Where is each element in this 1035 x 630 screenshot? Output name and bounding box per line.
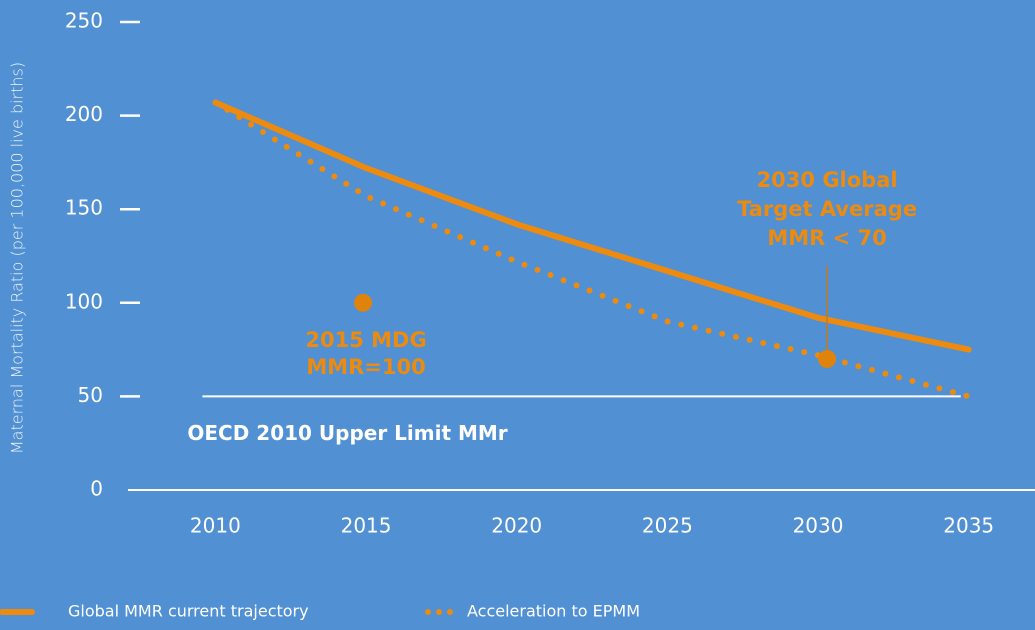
y-tick-label: 100 <box>65 289 103 313</box>
x-tick-label: 2035 <box>943 514 994 538</box>
y-tick-label: 0 <box>90 477 103 501</box>
legend-label: Acceleration to EPMM <box>467 602 640 621</box>
annotation-text: MMR < 70 <box>767 226 886 250</box>
annotation-point <box>818 349 837 368</box>
annotation-point <box>354 293 373 312</box>
y-tick-label: 150 <box>65 196 103 220</box>
annotation-text: 2030 Global <box>757 168 898 192</box>
y-tick-label: 250 <box>65 9 103 33</box>
x-tick-label: 2020 <box>491 514 542 538</box>
series-line <box>212 99 972 400</box>
annotation-text: 2015 MDG <box>305 328 426 352</box>
x-tick-label: 2010 <box>190 514 241 538</box>
x-tick-label: 2025 <box>642 514 693 538</box>
series-line <box>212 99 972 353</box>
y-axis-label: Maternal Mortality Ratio (per 100,000 li… <box>8 62 27 454</box>
legend-item: Global MMR current trajectory <box>0 602 309 621</box>
reference-label: OECD 2010 Upper Limit MMr <box>187 421 507 445</box>
y-tick-label: 200 <box>65 102 103 126</box>
x-tick-label: 2015 <box>341 514 392 538</box>
legend-item: Acceleration to EPMM <box>425 602 640 621</box>
annotation-text: Target Average <box>737 197 917 221</box>
legend-label: Global MMR current trajectory <box>68 602 309 621</box>
y-tick-label: 50 <box>78 383 103 407</box>
x-tick-label: 2030 <box>793 514 844 538</box>
annotation-text: MMR=100 <box>306 355 425 379</box>
